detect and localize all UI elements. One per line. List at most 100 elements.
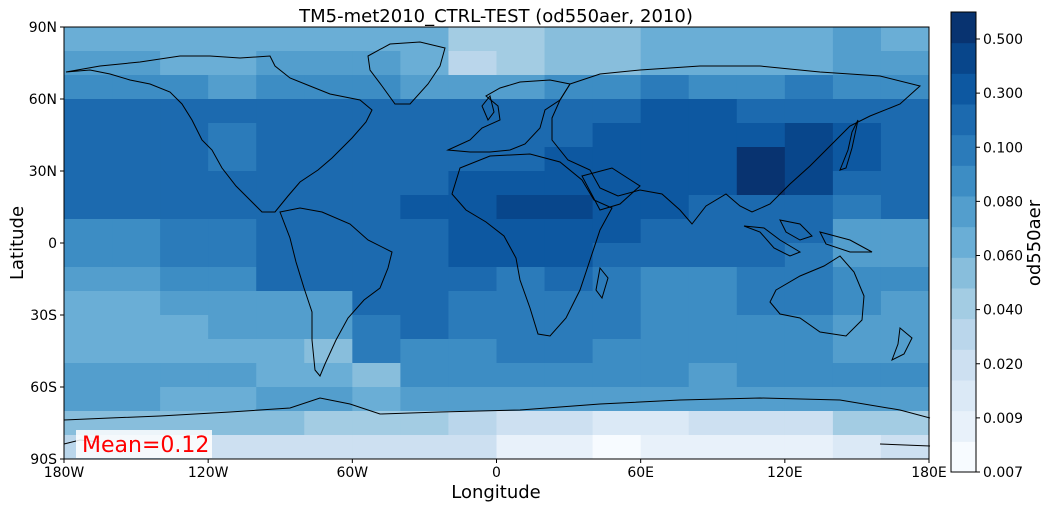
heatmap-cell (640, 99, 690, 124)
heatmap-cell (880, 291, 930, 316)
heatmap-cell (160, 75, 209, 100)
heatmap-cell (352, 147, 401, 172)
heatmap-cell (256, 387, 305, 412)
heatmap-cell (544, 99, 594, 124)
heatmap-cell (688, 75, 738, 100)
heatmap-cell (256, 123, 305, 148)
mean-annotation: Mean=0.12 (82, 433, 209, 458)
heatmap-cell (160, 123, 209, 148)
heatmap-cell (64, 267, 113, 292)
heatmap-cell (352, 27, 401, 52)
heatmap-cell (544, 195, 594, 220)
heatmap-cell (736, 75, 786, 100)
colorbar-tick-label: 0.009 (983, 411, 1023, 427)
heatmap-cell (592, 195, 642, 220)
y-tick-label: 90N (29, 20, 57, 36)
heatmap-cell (880, 243, 930, 268)
colorbar-tick-label: 0.007 (983, 465, 1023, 481)
heatmap-cell (736, 315, 786, 340)
heatmap-cell (352, 411, 401, 436)
heatmap-cell (832, 219, 882, 244)
heatmap-cell (544, 243, 594, 268)
heatmap-cell (688, 219, 738, 244)
heatmap-cell (256, 411, 305, 436)
heatmap-cell (496, 51, 546, 76)
heatmap-cell (112, 315, 161, 340)
heatmap-cell (304, 195, 353, 220)
heatmap-cell (256, 195, 305, 220)
heatmap-cell (112, 75, 161, 100)
heatmap-cell (64, 27, 113, 52)
heatmap-cell (640, 435, 690, 460)
heatmap-cell (640, 363, 690, 388)
heatmap-cell (208, 387, 257, 412)
heatmap-cell (256, 243, 305, 268)
colorbar-tick-label: 0.040 (983, 303, 1023, 319)
heatmap-cell (688, 411, 738, 436)
heatmap-cell (304, 147, 353, 172)
heatmap-cell (544, 267, 594, 292)
heatmap-cell (400, 27, 449, 52)
heatmap-cell (64, 387, 113, 412)
heatmap-cell (400, 435, 449, 460)
heatmap-cell (160, 291, 209, 316)
colorbar-segment (951, 196, 976, 228)
heatmap-cell (784, 339, 834, 364)
heatmap-cell (496, 219, 546, 244)
heatmap-cell (304, 75, 353, 100)
heatmap-cell (352, 243, 401, 268)
heatmap-cell (544, 219, 594, 244)
heatmap-cell (400, 315, 449, 340)
heatmap-cell (688, 315, 738, 340)
colorbar-segment (951, 226, 976, 258)
heatmap-cell (592, 147, 642, 172)
heatmap-cell (256, 219, 305, 244)
y-tick-label: 60N (29, 92, 57, 108)
heatmap-cell (880, 171, 930, 196)
heatmap-cell (880, 315, 930, 340)
heatmap-cell (496, 123, 546, 148)
heatmap-cell (688, 363, 738, 388)
heatmap-cell (208, 51, 257, 76)
heatmap-cell (592, 75, 642, 100)
heatmap-cell (784, 75, 834, 100)
heatmap-cell (832, 315, 882, 340)
heatmap-cell (784, 99, 834, 124)
heatmap-cell (880, 27, 930, 52)
heatmap-cell (784, 147, 834, 172)
heatmap-cell (400, 99, 449, 124)
heatmap-cell (832, 171, 882, 196)
heatmap-cell (112, 27, 161, 52)
heatmap-cell (400, 123, 449, 148)
heatmap-cell (208, 411, 257, 436)
heatmap-cell (496, 75, 546, 100)
heatmap-cell (736, 267, 786, 292)
x-tick-label: 60W (336, 465, 368, 481)
heatmap-cell (208, 291, 257, 316)
heatmap-cell (160, 27, 209, 52)
y-axis-ticks: 90N 60N 30N 0 30S 60S 90S (29, 20, 64, 468)
heatmap-cell (688, 339, 738, 364)
heatmap-cell (112, 123, 161, 148)
heatmap-cell (592, 243, 642, 268)
heatmap-cell (880, 147, 930, 172)
heatmap-cell (784, 315, 834, 340)
heatmap-cell (832, 363, 882, 388)
heatmap-cell (400, 219, 449, 244)
heatmap-cell (784, 267, 834, 292)
heatmap-cell (400, 243, 449, 268)
colorbar-segment (951, 349, 976, 381)
heatmap-cell (112, 195, 161, 220)
heatmap-cell (784, 171, 834, 196)
colorbar-tick-label: 0.080 (983, 194, 1023, 210)
heatmap-cell (880, 219, 930, 244)
heatmap-cell (496, 267, 546, 292)
heatmap-cell (448, 243, 497, 268)
heatmap-cell (448, 315, 497, 340)
heatmap-cell (448, 123, 497, 148)
colorbar-segment (951, 318, 976, 350)
colorbar-segment (951, 165, 976, 197)
heatmap-cell (160, 147, 209, 172)
heatmap-cell (112, 51, 161, 76)
heatmap-cell (352, 99, 401, 124)
